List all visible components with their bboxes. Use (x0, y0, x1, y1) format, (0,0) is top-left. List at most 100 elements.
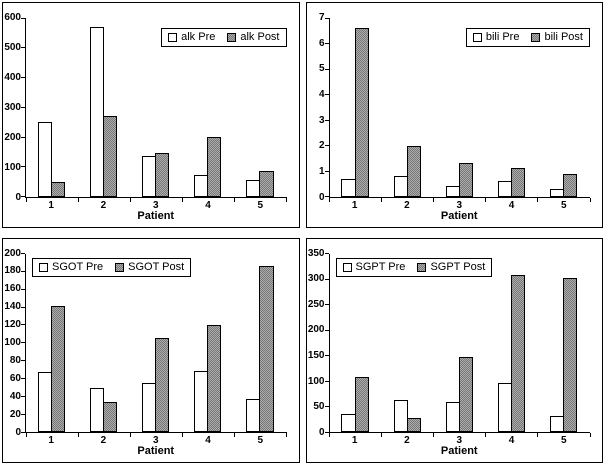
bar-sgpt-pre-patient-3 (445, 402, 460, 432)
x-tick-mark (433, 197, 435, 202)
x-tick-label: 2 (100, 435, 107, 446)
legend-item: SGOT Pre (39, 261, 103, 273)
y-tick-mark (21, 196, 25, 197)
chart-panel-sgpt: 0 50 100 150 200 250 300 350 1 2 3 4 5 Patient SGPT Pr… (305, 237, 603, 463)
legend-swatch-pre (342, 262, 352, 272)
x-tick-mark (329, 197, 330, 202)
bar-alk-post-patient-3 (155, 152, 170, 197)
y-tick-label: 120 (4, 319, 21, 331)
y-tick-mark (21, 106, 25, 108)
legend-swatch-post (417, 262, 427, 272)
x-axis-title: Patient (440, 209, 478, 222)
legend: SGOT Pre SGOT Post (32, 257, 192, 277)
y-tick-label: 400 (4, 71, 21, 83)
x-tick-label: 2 (404, 199, 410, 211)
legend-label: bili Pre (485, 31, 520, 43)
legend-item: alk Pre (168, 32, 215, 43)
y-axis: 0 50 100 150 200 250 300 350 (307, 248, 325, 438)
y-tick-label: 250 (307, 298, 325, 310)
y-tick-mark (21, 77, 25, 79)
legend-label: alk Post (240, 31, 280, 43)
x-tick-mark (485, 197, 487, 202)
bar-sgpt-post-patient-3 (458, 357, 473, 432)
x-axis-labels: 1 2 3 4 5 (25, 199, 287, 213)
x-tick-mark (25, 197, 27, 202)
y-tick-mark (21, 270, 25, 272)
bar-bili-pre-patient-1 (341, 178, 356, 197)
y-tick-mark (324, 196, 329, 197)
bar-sgpt-post-patient-4 (510, 274, 525, 432)
y-tick-label: 60 (9, 373, 21, 385)
y-tick-mark (21, 288, 25, 290)
legend-label: alk Pre (181, 31, 216, 43)
y-tick-mark (21, 253, 25, 254)
bar-alk-post-patient-5 (259, 170, 274, 197)
x-tick-label: 4 (508, 435, 515, 446)
bar-sgpt-post-patient-2 (406, 418, 421, 432)
bar-sgot-pre-patient-3 (142, 382, 157, 432)
bar-sgpt-post-patient-5 (562, 277, 577, 432)
y-tick-mark (324, 119, 329, 121)
x-tick-mark (537, 197, 539, 202)
x-tick-mark (77, 433, 79, 437)
y-tick-mark (324, 170, 329, 172)
y-tick-mark (324, 17, 329, 19)
bar-sgpt-post-patient-1 (354, 376, 369, 432)
y-tick-label: 150 (307, 350, 325, 362)
bar-bili-post-patient-3 (458, 163, 473, 197)
y-tick-label: 50 (313, 401, 325, 413)
y-tick-label: 3 (318, 114, 325, 126)
legend: SGPT Pre SGPT Post (335, 257, 493, 277)
bar-alk-pre-patient-1 (37, 122, 53, 197)
legend: alk Pre alk Post (161, 28, 287, 47)
bar-alk-post-patient-1 (51, 181, 66, 197)
legend-item: alk Post (227, 31, 280, 43)
y-tick-label: 0 (15, 191, 21, 203)
legend-item: bili Pre (472, 31, 520, 43)
legend-swatch-post (531, 33, 541, 42)
bar-sgot-post-patient-3 (155, 338, 170, 432)
legend-swatch-pre (472, 33, 482, 42)
y-tick-mark (21, 306, 25, 308)
x-tick-label: 5 (257, 435, 264, 446)
x-tick-mark (77, 197, 79, 202)
y-tick-label: 500 (4, 41, 21, 53)
legend-item: bili Post (531, 32, 583, 43)
legend-item: SGPT Pre (342, 260, 406, 273)
x-tick-mark (286, 433, 287, 437)
x-tick-mark (433, 433, 435, 437)
bar-bili-pre-patient-5 (549, 188, 564, 197)
bar-sgot-post-patient-4 (207, 324, 222, 432)
x-tick-label: 1 (48, 435, 54, 446)
bar-bili-post-patient-5 (562, 173, 577, 197)
bar-bili-post-patient-2 (406, 145, 421, 197)
x-tick-label: 1 (351, 199, 358, 211)
y-tick-label: 160 (4, 283, 21, 295)
x-tick-label: 2 (100, 199, 107, 211)
y-tick-mark (324, 278, 329, 280)
x-tick-label: 3 (152, 199, 159, 211)
y-tick-label: 0 (318, 427, 325, 438)
legend-label: SGPT Pre (355, 260, 406, 273)
x-tick-label: 4 (205, 435, 211, 446)
y-tick-label: 40 (9, 391, 21, 403)
bar-sgot-pre-patient-1 (37, 372, 53, 432)
plot-area (324, 253, 591, 437)
x-tick-label: 4 (508, 199, 515, 211)
bar-sgpt-pre-patient-4 (497, 382, 512, 432)
y-tick-label: 180 (4, 265, 21, 277)
y-tick-label: 300 (307, 273, 325, 285)
x-axis-title: Patient (137, 209, 175, 222)
x-tick-mark (589, 197, 591, 202)
y-axis: 0 1 2 3 4 5 6 7 (307, 13, 325, 203)
y-tick-mark (21, 377, 25, 379)
x-tick-mark (181, 433, 183, 437)
plot-area (21, 17, 287, 202)
y-tick-mark (21, 413, 25, 415)
legend-label: SGOT Post (128, 260, 185, 273)
bar-sgpt-pre-patient-2 (393, 400, 408, 432)
x-axis-labels: 1 2 3 4 5 (329, 199, 591, 213)
legend-item: SGPT Post (417, 261, 485, 273)
y-tick-label: 80 (9, 355, 21, 367)
x-axis-labels: 1 2 3 4 5 (329, 436, 591, 448)
